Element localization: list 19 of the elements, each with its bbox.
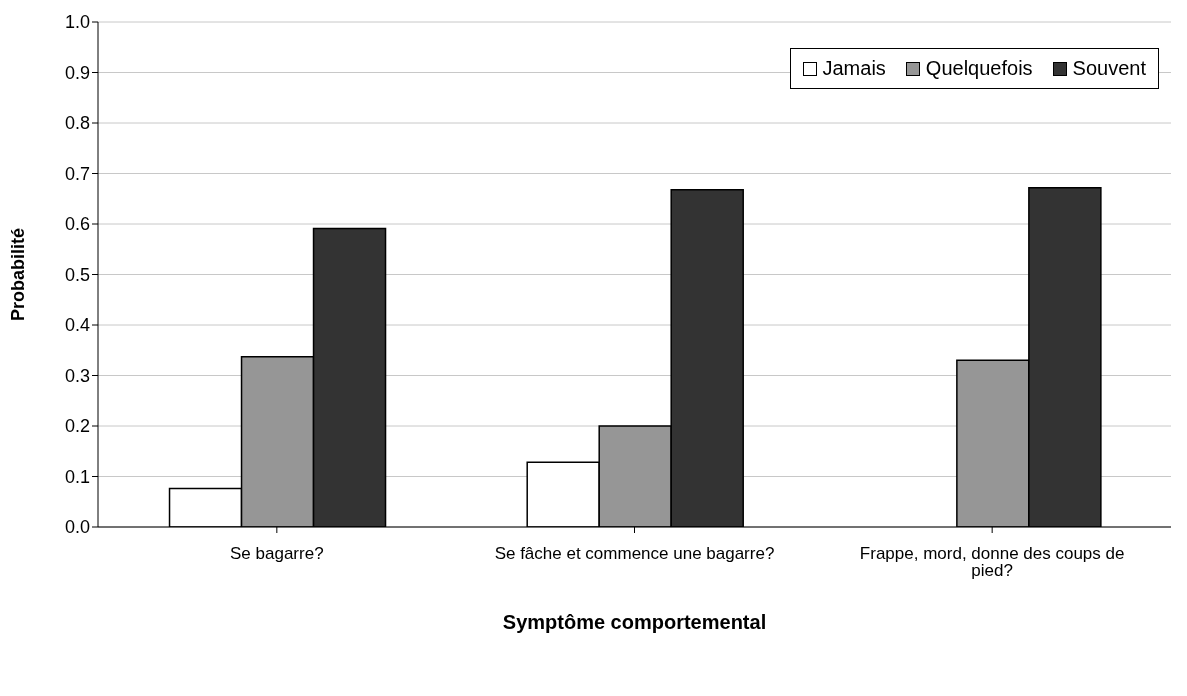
legend-label: Jamais xyxy=(821,57,886,80)
y-tick-label: 1.0 xyxy=(64,12,90,33)
legend-label: Souvent xyxy=(1071,57,1146,80)
y-tick-label: 0.7 xyxy=(64,163,90,184)
y-tick-label: 0.5 xyxy=(64,264,90,285)
x-tick-label: Frappe, mord, donne des coups de pied? xyxy=(859,544,1125,581)
y-axis-title: Probabilité xyxy=(8,227,29,322)
legend-label: Quelquefois xyxy=(924,57,1033,80)
y-tick-label: 0.4 xyxy=(64,315,90,336)
x-axis-title: Symptôme comportemental xyxy=(502,611,767,633)
y-tick-label: 0.6 xyxy=(64,214,90,235)
y-tick-label: 0.3 xyxy=(64,365,90,386)
y-tick-label: 0.0 xyxy=(64,517,90,538)
y-tick-label: 0.1 xyxy=(64,466,90,487)
y-tick-label: 0.8 xyxy=(64,113,90,134)
y-tick-label: 0.2 xyxy=(64,416,90,437)
x-tick-label: Se fâche et commence une bagarre? xyxy=(494,544,775,564)
x-tick-label: Se bagarre? xyxy=(230,544,324,564)
y-tick-label: 0.9 xyxy=(64,62,90,83)
